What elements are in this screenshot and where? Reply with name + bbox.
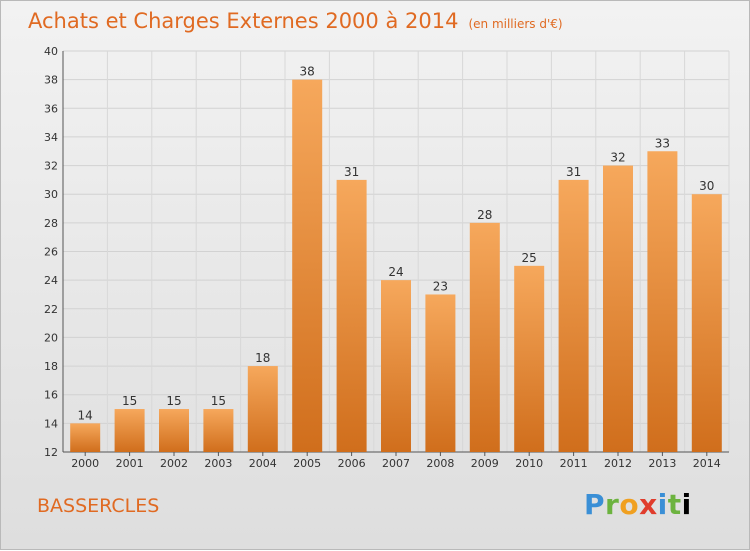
y-tick-label: 26 xyxy=(44,246,58,259)
commune-name: BASSERCLES xyxy=(37,495,160,517)
data-label: 30 xyxy=(699,179,714,193)
chart-unit: (en milliers d'€) xyxy=(468,17,563,31)
x-tick-label: 2014 xyxy=(693,457,721,470)
data-label: 33 xyxy=(655,136,670,150)
y-tick-label: 18 xyxy=(44,360,58,373)
x-tick-label: 2011 xyxy=(560,457,588,470)
bar-2003 xyxy=(203,409,234,452)
data-label: 31 xyxy=(344,165,359,179)
tick-labels: 12 14 16 18 20 22 24 26 28 30 32 34 36 38 40 2000 2001 20… xyxy=(44,45,721,470)
y-tick-label: 32 xyxy=(44,160,58,173)
y-tick-label: 36 xyxy=(44,102,58,115)
bar-2012 xyxy=(603,165,633,453)
bar-2010 xyxy=(514,265,545,452)
bar-2011 xyxy=(558,179,589,452)
x-tick-label: 2003 xyxy=(204,457,232,470)
data-label: 28 xyxy=(477,208,492,222)
y-tick-label: 16 xyxy=(44,389,58,402)
bar-2006 xyxy=(336,179,367,452)
y-tick-label: 38 xyxy=(44,74,58,87)
y-tick-label: 12 xyxy=(44,446,58,459)
bar-2014 xyxy=(691,194,722,452)
x-tick-label: 2007 xyxy=(382,457,410,470)
x-tick-label: 2008 xyxy=(426,457,454,470)
x-tick-label: 2005 xyxy=(293,457,321,470)
x-tick-label: 2012 xyxy=(604,457,632,470)
data-label: 32 xyxy=(610,151,625,165)
bar-2000 xyxy=(70,423,101,452)
bar-2004 xyxy=(247,366,278,452)
y-tick-label: 34 xyxy=(44,131,58,144)
x-tick-label: 2001 xyxy=(116,457,144,470)
x-tick-label: 2010 xyxy=(515,457,543,470)
y-tick-label: 22 xyxy=(44,303,58,316)
data-label: 18 xyxy=(255,351,270,365)
x-tick-label: 2000 xyxy=(71,457,99,470)
chart-title-block: Achats et Charges Externes 2000 à 2014 (e… xyxy=(28,9,563,33)
x-tick-label: 2006 xyxy=(338,457,366,470)
bars xyxy=(70,79,722,453)
data-labels: 14 15 15 15 18 38 31 24 23 28 25 31 32 33 30 xyxy=(78,65,715,423)
bar-2013 xyxy=(647,151,678,452)
y-tick-label: 24 xyxy=(44,274,58,287)
x-tick-label: 2013 xyxy=(648,457,676,470)
data-label: 14 xyxy=(78,408,93,422)
y-tick-label: 40 xyxy=(44,45,58,58)
y-tick-label: 20 xyxy=(44,331,58,344)
bar-2007 xyxy=(381,280,411,452)
data-label: 25 xyxy=(522,251,537,265)
bar-2002 xyxy=(159,409,189,452)
data-label: 31 xyxy=(566,165,581,179)
data-label: 15 xyxy=(211,394,226,408)
y-tick-label: 30 xyxy=(44,188,58,201)
y-tick-label: 14 xyxy=(44,417,58,430)
data-label: 23 xyxy=(433,279,448,293)
x-tick-label: 2009 xyxy=(471,457,499,470)
y-tick-label: 28 xyxy=(44,217,58,230)
chart-title: Achats et Charges Externes 2000 à 2014 xyxy=(28,9,459,33)
data-label: 15 xyxy=(166,394,181,408)
bar-2008 xyxy=(425,294,456,452)
x-tick-label: 2002 xyxy=(160,457,188,470)
data-label: 15 xyxy=(122,394,137,408)
bar-2009 xyxy=(469,222,500,452)
bar-2001 xyxy=(114,409,145,452)
proxiti-logo: Proxiti xyxy=(584,488,692,521)
x-tick-label: 2004 xyxy=(249,457,277,470)
data-label: 38 xyxy=(300,65,315,79)
data-label: 24 xyxy=(388,265,403,279)
bar-2005 xyxy=(292,79,323,453)
